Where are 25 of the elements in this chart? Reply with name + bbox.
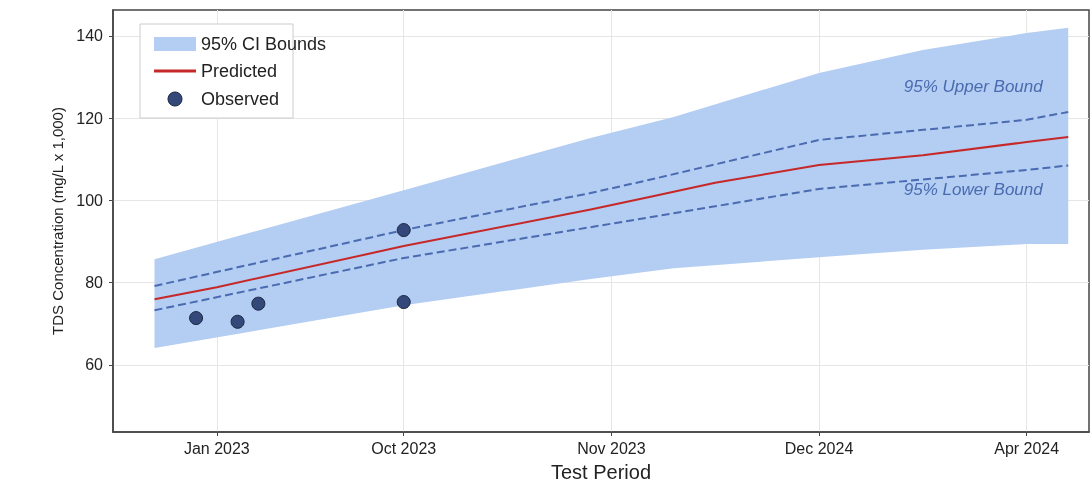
point: [396, 223, 411, 238]
annotation: 95% CI Bounds: [201, 33, 327, 55]
line-series: [153, 111, 1070, 287]
line-series: [153, 164, 1070, 312]
x-tick-label: Oct 2023: [371, 439, 437, 457]
y-axis-title: TDS Concentration (mg/L x 1,000): [49, 107, 66, 335]
point: [396, 295, 411, 310]
point: [251, 296, 266, 311]
y-tick-label: 80: [85, 274, 104, 292]
y-tick-label: 100: [76, 191, 104, 209]
legend-label: Predicted: [201, 61, 278, 81]
x-tick-label: Jan 2023: [183, 439, 250, 457]
x-axis-title: Test Period: [550, 461, 652, 483]
x-tick-label: Nov 2023: [577, 439, 646, 457]
y-tick-label: 60: [85, 356, 104, 374]
series-label: 95% Lower Bound: [903, 179, 1044, 199]
x-tick-label: Apr 2024: [994, 439, 1060, 457]
line-series: [153, 136, 1070, 301]
legend-label: Observed: [201, 89, 280, 109]
series-label: 95% Upper Bound: [903, 76, 1044, 96]
y-tick-label: 120: [76, 109, 104, 127]
y-tick-label: 140: [76, 27, 104, 45]
point: [230, 314, 245, 329]
x-tick-label: Dec 2024: [784, 439, 854, 457]
point: [189, 311, 204, 326]
